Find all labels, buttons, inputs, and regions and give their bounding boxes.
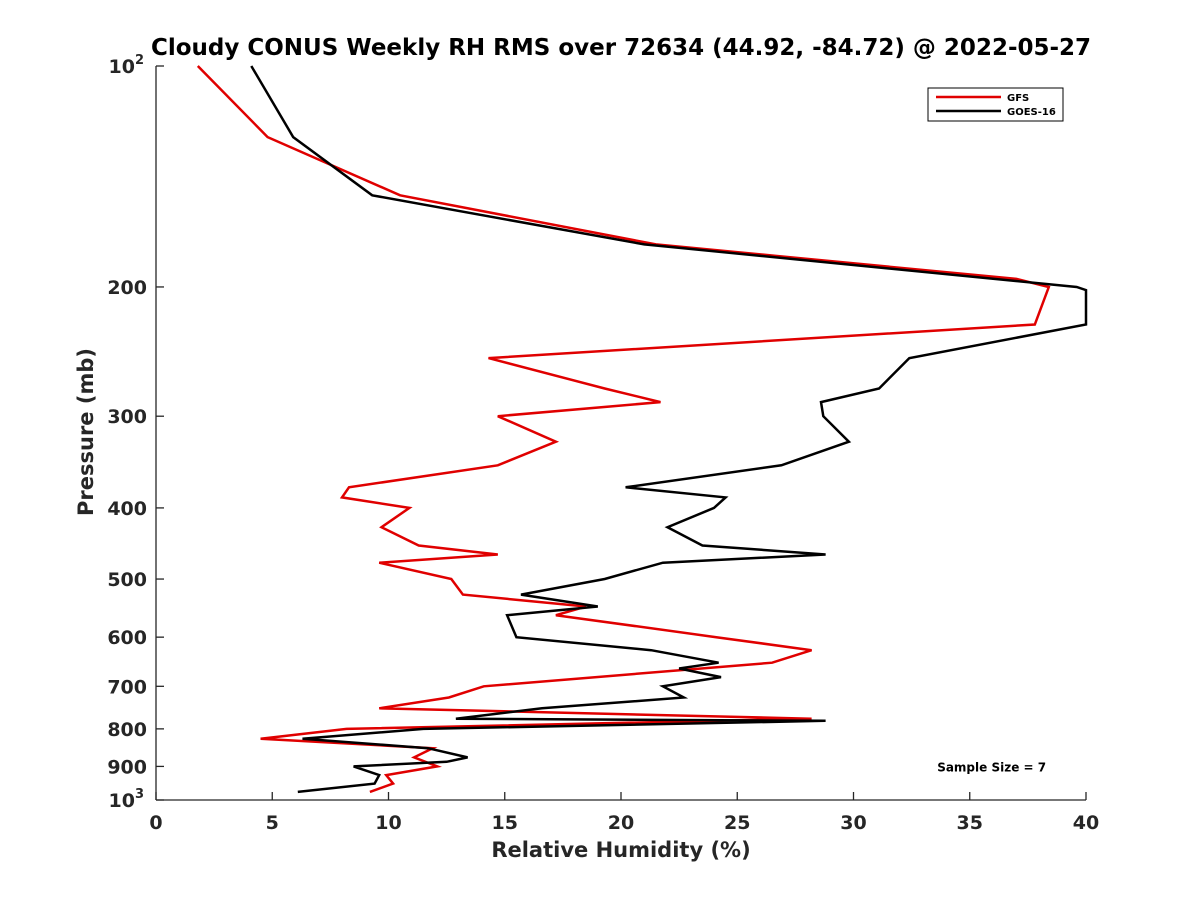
x-tick-label: 30 <box>840 812 866 834</box>
series-line-goes-16 <box>250 65 1088 794</box>
y-tick-label: 400 <box>107 498 147 520</box>
y-tick-exponent: 2 <box>135 53 144 68</box>
annotation-layer: Sample Size = 7 <box>937 760 1046 774</box>
x-axis-label: Relative Humidity (%) <box>491 838 750 862</box>
y-tick-label: 300 <box>107 406 147 428</box>
sample-size-annotation: Sample Size = 7 <box>937 760 1046 774</box>
y-tick-label: 10 3 <box>109 787 145 812</box>
y-tick-base: 10 <box>109 790 135 812</box>
y-tick-label: 500 <box>107 569 147 591</box>
y-tick-label: 700 <box>107 676 147 698</box>
y-tick-label: 10 2 <box>109 53 145 78</box>
x-tick-label: 0 <box>149 812 162 834</box>
y-tick-label: 800 <box>107 719 147 741</box>
chart-title: Cloudy CONUS Weekly RH RMS over 72634 (4… <box>151 35 1091 61</box>
x-tick-label: 15 <box>492 812 518 834</box>
x-tick-label: 25 <box>724 812 750 834</box>
legend-label-goes-16: GOES-16 <box>1007 107 1056 118</box>
y-axis-label: Pressure (mb) <box>74 348 98 516</box>
series-layer <box>196 65 1088 794</box>
y-tick-label: 200 <box>107 277 147 299</box>
series-line-gfs <box>196 65 1051 794</box>
y-tick-base: 10 <box>109 56 135 78</box>
y-tick-label: 900 <box>107 756 147 778</box>
x-tick-label: 20 <box>608 812 634 834</box>
x-tick-label: 10 <box>375 812 401 834</box>
y-tick-label: 600 <box>107 627 147 649</box>
y-tick-exponent: 3 <box>135 787 144 802</box>
x-tick-label: 35 <box>957 812 983 834</box>
legend-box <box>927 87 1064 122</box>
legend: GFS GOES-16 <box>927 87 1064 122</box>
x-tick-label: 40 <box>1073 812 1099 834</box>
x-tick-label: 5 <box>266 812 279 834</box>
legend-label-gfs: GFS <box>1007 93 1029 104</box>
